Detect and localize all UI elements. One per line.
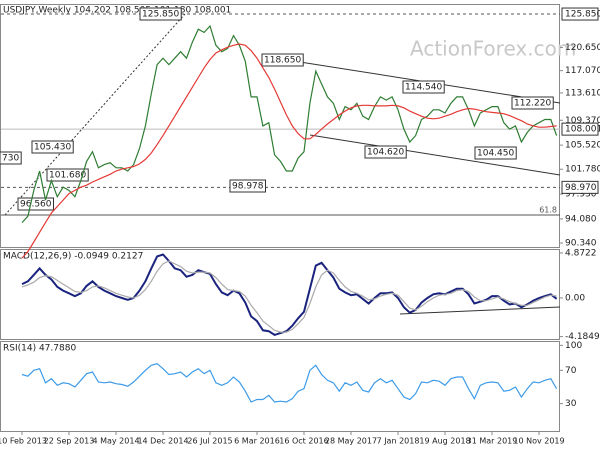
x-tick-label: 31 Mar 2019 xyxy=(467,437,518,446)
rsi-title: RSI(14) 47.7880 xyxy=(3,344,76,354)
level-label: 125.850 xyxy=(565,10,600,20)
x-tick-label: 16 Oct 2016 xyxy=(279,437,328,446)
annotation-box xyxy=(31,140,74,154)
x-tick-label: 28 May 2017 xyxy=(325,437,377,446)
y-tick-label: 105.520 xyxy=(565,141,600,151)
annotation-box xyxy=(0,151,22,165)
series-line xyxy=(21,363,558,403)
x-tick-label: 22 Sep 2013 xyxy=(44,437,95,446)
x-tick-label: 7 Jan 2018 xyxy=(377,437,420,446)
annotation-box xyxy=(364,145,407,159)
level-label: 98.970 xyxy=(565,183,597,193)
trend-line xyxy=(4,13,186,216)
y-tick-label: 120.650 xyxy=(565,43,600,53)
y-tick-label: 117.070 xyxy=(565,66,600,76)
annotation: 105.430 xyxy=(34,143,71,153)
fib-label: 61.8 xyxy=(539,206,557,215)
chart-title: USDJPY,Weekly 104.202 108.505 101.180 10… xyxy=(3,6,231,16)
rsi-panel xyxy=(0,341,560,432)
annotation: 101.680 xyxy=(49,171,86,181)
x-tick-label: 10 Feb 2013 xyxy=(0,437,47,446)
annotation: 730 xyxy=(2,154,19,164)
annotation-box xyxy=(402,80,445,94)
price-panel xyxy=(0,4,560,248)
x-tick-label: 14 Dec 2014 xyxy=(137,437,188,446)
annotation-box xyxy=(474,146,517,160)
annotation: 112.220 xyxy=(514,99,551,109)
level-box xyxy=(561,180,599,194)
y-tick-label: 100 xyxy=(565,341,582,351)
annotation: 118.650 xyxy=(264,56,301,66)
y-tick-label: -4.1849 xyxy=(565,332,600,342)
macd-title: MACD(12,26,9) -0.0949 0.2127 xyxy=(3,252,143,262)
channel-lower xyxy=(309,134,561,176)
annotation-box xyxy=(17,197,54,211)
annotation: 125.850 xyxy=(142,10,179,20)
annotation-box xyxy=(46,168,89,182)
series-line xyxy=(21,43,557,259)
annotation-box xyxy=(229,179,266,193)
level-box xyxy=(561,122,599,136)
level-box xyxy=(561,7,599,21)
x-tick-label: 26 Jul 2015 xyxy=(187,437,232,446)
y-tick-label: 4.8722 xyxy=(565,248,597,258)
x-tick-label: 10 Nov 2019 xyxy=(513,437,564,446)
annotation: 104.620 xyxy=(367,148,404,158)
y-tick-label: 109.370 xyxy=(565,116,600,126)
x-tick-label: 4 May 2014 xyxy=(92,437,139,446)
y-tick-label: 30 xyxy=(565,399,577,409)
y-tick-label: 0.00 xyxy=(565,293,585,303)
series-line xyxy=(21,260,557,333)
annotation-box xyxy=(511,96,554,110)
annotation-box xyxy=(261,53,304,67)
annotation: 104.450 xyxy=(477,149,514,159)
macd-support xyxy=(399,306,561,315)
y-tick-label: 97.930 xyxy=(565,190,597,200)
level-label: 108.001 xyxy=(565,125,600,135)
x-tick-label: 19 Aug 2018 xyxy=(419,437,470,446)
annotation: 114.540 xyxy=(405,83,442,93)
y-tick-label: 94.080 xyxy=(565,214,597,224)
y-tick-label: 101.780 xyxy=(565,165,600,175)
x-tick-label: 6 Mar 2016 xyxy=(234,437,280,446)
annotation-box xyxy=(139,7,182,21)
annotation: 96.560 xyxy=(20,200,52,210)
watermark: ActionForex.com xyxy=(410,37,576,61)
series-line xyxy=(21,24,558,224)
series-line xyxy=(21,253,558,336)
macd-panel xyxy=(0,249,560,340)
y-tick-label: 70 xyxy=(565,366,577,376)
y-tick-label: 113.610 xyxy=(565,88,600,98)
annotation: 98.978 xyxy=(232,182,264,192)
y-tick-label: 90.340 xyxy=(565,239,597,249)
